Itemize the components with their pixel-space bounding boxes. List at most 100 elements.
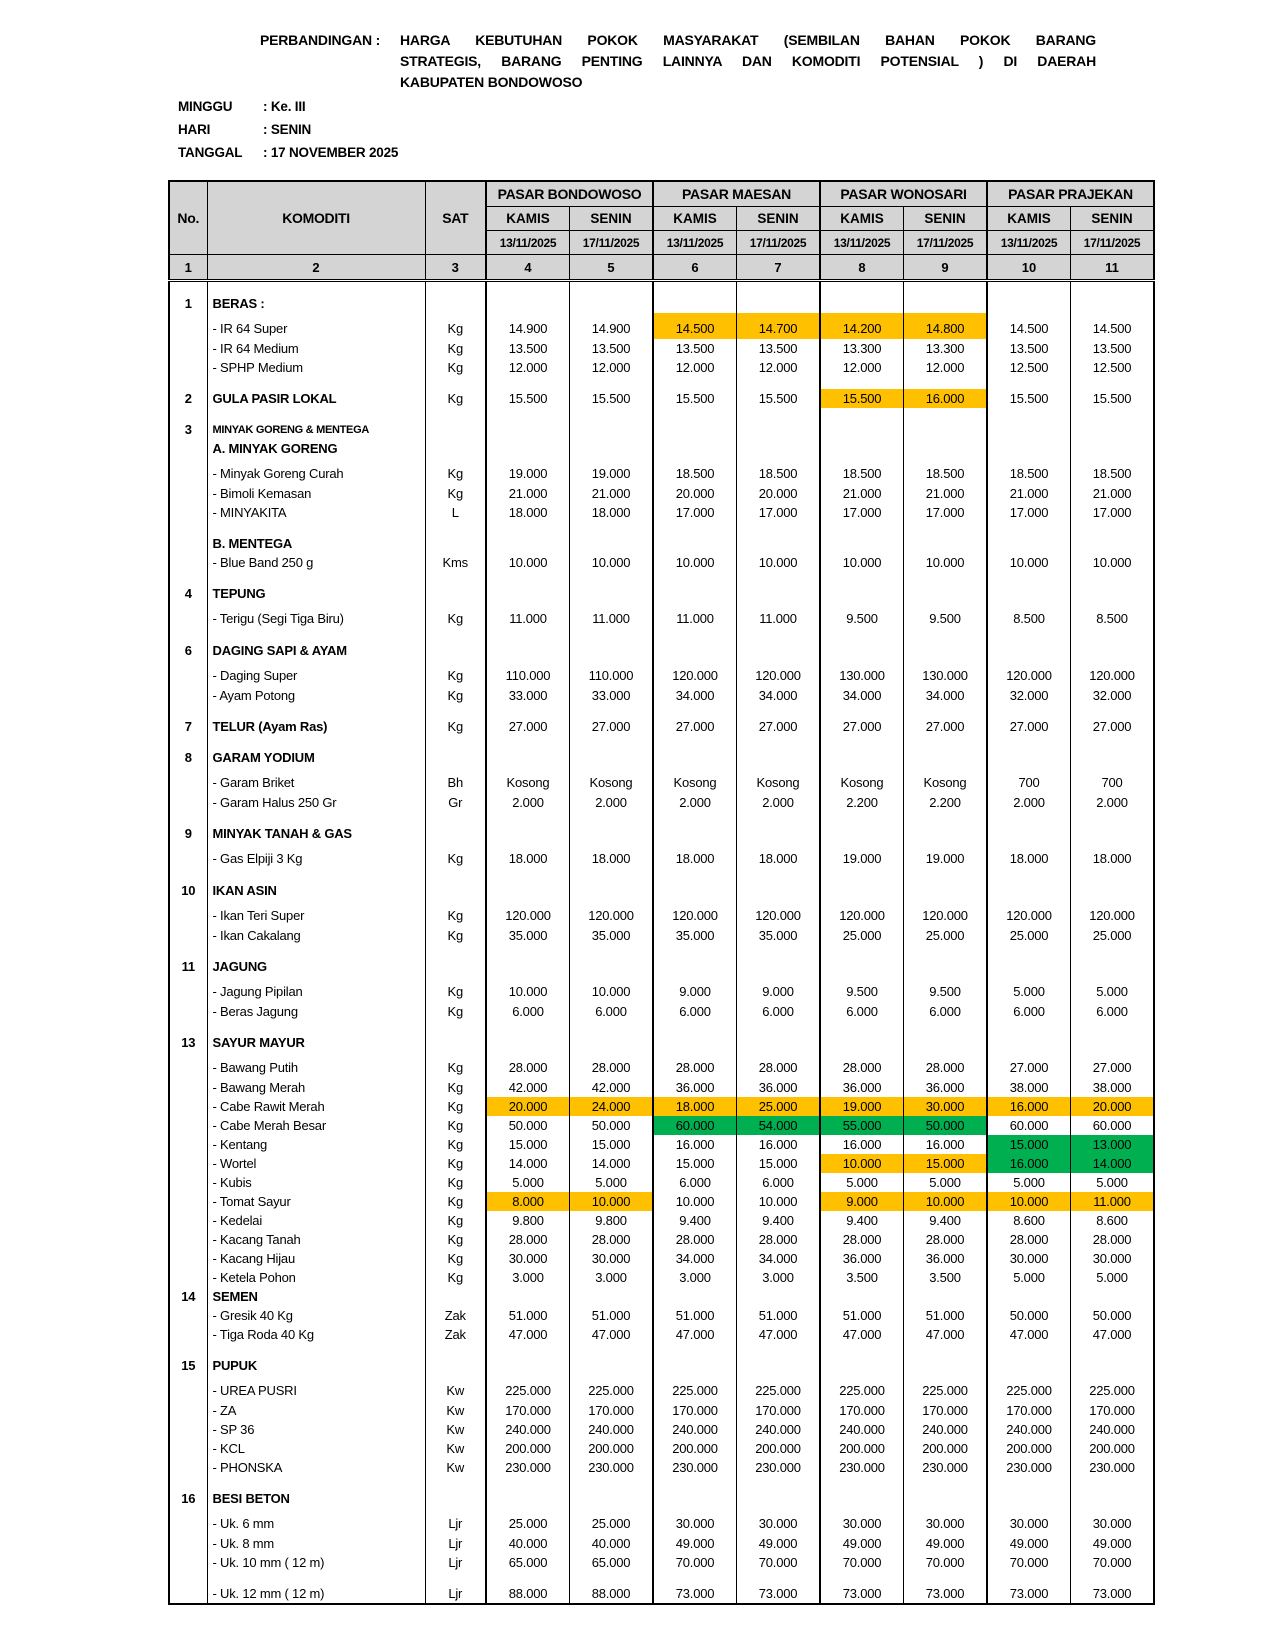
price-cell: 110.000	[485, 660, 570, 686]
price-cell	[986, 1489, 1071, 1508]
price-cell: 10.000	[569, 976, 653, 1002]
price-cell	[485, 824, 570, 843]
row-number	[169, 1230, 207, 1249]
price-cell: 10.000	[1070, 553, 1155, 572]
row-number	[169, 1534, 207, 1553]
table-row: - UREA PUSRI Kw 225.000 225.000 225.000 225.0…	[169, 1375, 1155, 1401]
price-cell: 14.000	[1070, 1154, 1155, 1173]
price-cell: 2.000	[986, 793, 1071, 812]
price-cell: 6.000	[569, 1002, 653, 1021]
price-cell: 27.000	[986, 1052, 1071, 1078]
row-number: 10	[181, 883, 196, 898]
price-cell: 88.000	[569, 1584, 653, 1604]
row-number	[169, 705, 207, 717]
unit-cell: Kg	[424, 358, 486, 377]
row-number	[169, 1002, 207, 1021]
price-cell: 8.000	[485, 1192, 570, 1211]
price-cell	[652, 408, 737, 420]
unit-cell: Kg	[424, 900, 486, 926]
price-cell: 2.000	[485, 793, 570, 812]
unit-cell	[424, 522, 486, 534]
row-number	[169, 1306, 207, 1325]
price-cell: 225.000	[986, 1375, 1071, 1401]
price-cell	[1070, 1477, 1155, 1489]
price-cell: 16.000	[819, 1135, 904, 1154]
price-cell	[903, 641, 987, 660]
price-cell: 49.000	[652, 1534, 737, 1553]
price-cell	[652, 957, 737, 976]
price-cell	[652, 1356, 737, 1375]
unit-cell: Gr	[424, 793, 486, 812]
commodity-label: B. MENTEGA	[206, 534, 425, 553]
price-cell	[569, 584, 653, 603]
price-cell	[986, 957, 1071, 976]
table-row: 8 GARAM YODIUM	[169, 748, 1155, 767]
table-row: - MINYAKITA L 18.000 18.000 17.000 17.000 17.0…	[169, 503, 1155, 522]
price-cell	[819, 522, 904, 534]
price-cell: 28.000	[736, 1230, 820, 1249]
price-cell: 19.000	[819, 843, 904, 869]
table-row: 2 GULA PASIR LOKAL Kg 15.500 15.500 15.500 15.…	[169, 389, 1155, 408]
price-cell: 120.000	[652, 660, 737, 686]
table-row: - Uk. 8 mm Ljr 40.000 40.000 49.000 49.000 49.…	[169, 1534, 1155, 1553]
price-cell	[569, 1033, 653, 1052]
price-cell: 13.300	[819, 339, 904, 358]
price-cell	[485, 641, 570, 660]
price-cell: 230.000	[485, 1458, 570, 1477]
commodity-label: - Kentang	[206, 1135, 425, 1154]
row-number	[169, 1021, 207, 1033]
unit-cell: Bh	[424, 767, 486, 793]
unit-cell	[424, 1033, 486, 1052]
unit-cell: Kg	[424, 389, 486, 408]
price-cell: 15.500	[986, 389, 1071, 408]
price-cell: 28.000	[819, 1230, 904, 1249]
unit-cell	[424, 812, 486, 824]
unit-cell: Ljr	[424, 1584, 486, 1604]
price-cell: 120.000	[1070, 660, 1155, 686]
table-row: - Kacang Tanah Kg 28.000 28.000 28.000 28.000…	[169, 1230, 1155, 1249]
price-cell: 10.000	[986, 1192, 1071, 1211]
price-cell: 34.000	[819, 686, 904, 705]
commodity-label: - IR 64 Super	[206, 313, 425, 339]
price-cell: 14.900	[485, 313, 570, 339]
price-cell: 120.000	[1070, 900, 1155, 926]
table-row: - KCL Kw 200.000 200.000 200.000 200.000 200.0…	[169, 1439, 1155, 1458]
row-number: 4	[184, 586, 192, 601]
row-number	[169, 1344, 207, 1356]
price-cell: 8.600	[1070, 1211, 1155, 1230]
table-row: 15 PUPUK	[169, 1356, 1155, 1375]
price-cell: 49.000	[736, 1534, 820, 1553]
price-cell: 13.500	[736, 339, 820, 358]
header-row-dates: 13/11/2025 17/11/2025 13/11/2025 17/11/2025…	[169, 230, 1155, 255]
unit-cell	[424, 945, 486, 957]
price-cell	[903, 572, 987, 584]
commodity-label: - SPHP Medium	[206, 358, 425, 377]
row-number	[169, 603, 207, 629]
price-cell	[819, 1033, 904, 1052]
price-cell	[569, 1572, 653, 1584]
unit-cell: Kg	[424, 976, 486, 1002]
price-cell	[736, 1344, 820, 1356]
row-number	[169, 339, 207, 358]
price-cell: 170.000	[736, 1401, 820, 1420]
table-row: 1 BERAS :	[169, 294, 1155, 313]
price-cell	[485, 1033, 570, 1052]
price-cell	[652, 736, 737, 748]
price-cell	[736, 1021, 820, 1033]
price-cell: 3.000	[569, 1268, 653, 1287]
day-header: SENIN	[903, 206, 987, 231]
price-cell: 28.000	[569, 1230, 653, 1249]
price-cell: 51.000	[652, 1306, 737, 1325]
price-cell	[903, 294, 987, 313]
column-number: 4	[485, 254, 570, 282]
header-row-colnums: 1 2 3 4 5 6 7 8 9 10 11	[169, 254, 1155, 282]
table-header: No. KOMODITI SAT PASAR BONDOWOSO PASAR MAESA…	[169, 181, 1155, 282]
unit-cell: Kg	[424, 660, 486, 686]
price-cell: 5.000	[1070, 976, 1155, 1002]
price-cell	[652, 869, 737, 881]
price-cell: 27.000	[903, 717, 987, 736]
price-cell: 9.500	[819, 976, 904, 1002]
price-cell: 120.000	[652, 900, 737, 926]
spacer-row	[169, 869, 1155, 881]
price-cell: 36.000	[903, 1078, 987, 1097]
